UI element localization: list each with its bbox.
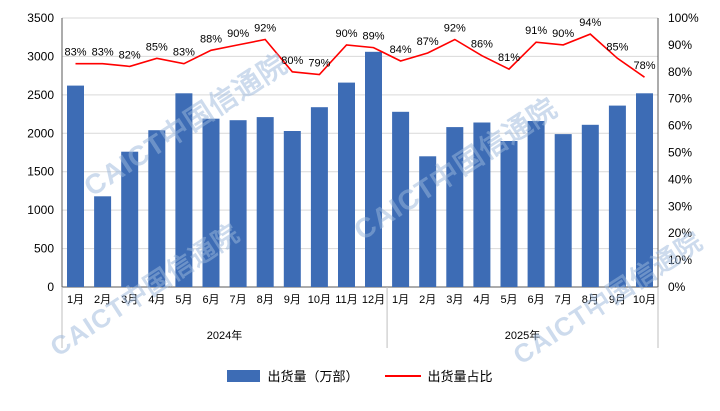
svg-text:90%: 90% [335, 28, 357, 40]
svg-text:80%: 80% [668, 65, 692, 79]
svg-text:10月: 10月 [633, 294, 656, 306]
svg-text:83%: 83% [64, 47, 86, 59]
svg-text:60%: 60% [668, 119, 692, 133]
month-labels: 1月 2月 3月 4月 5月 6月 7月 8月 9月 10月 11月 12月 1月 2月 3月 4月 5月 6月 7… [67, 294, 656, 306]
svg-text:10%: 10% [668, 253, 692, 267]
svg-text:80%: 80% [281, 55, 303, 67]
svg-text:3500: 3500 [27, 11, 54, 25]
svg-text:7月: 7月 [555, 294, 572, 306]
svg-text:40%: 40% [668, 172, 692, 186]
svg-text:2025年: 2025年 [505, 328, 540, 342]
year-separators [61, 287, 659, 348]
svg-text:85%: 85% [606, 41, 628, 53]
svg-text:500: 500 [34, 242, 54, 256]
svg-text:87%: 87% [417, 36, 439, 48]
svg-text:5月: 5月 [175, 294, 192, 306]
svg-text:9月: 9月 [609, 294, 626, 306]
legend-bar-label: 出货量（万部） [267, 369, 359, 384]
svg-text:2500: 2500 [27, 88, 54, 102]
right-axis-labels: 0% 10% 20% 30% 40% 50% 60% 70% 80% 90% 100% [668, 11, 699, 294]
legend-line-label: 出货量占比 [427, 369, 493, 384]
svg-text:3000: 3000 [27, 49, 54, 63]
svg-text:90%: 90% [227, 28, 249, 40]
svg-text:5月: 5月 [500, 294, 517, 306]
share-line [75, 33, 645, 78]
svg-text:82%: 82% [119, 49, 141, 61]
svg-text:6月: 6月 [202, 294, 219, 306]
left-axis-labels: 0 500 1000 1500 2000 2500 3000 3500 [27, 11, 54, 294]
share-data-labels: 83% 83% 82% 85% 83% 88% 90% 92% 80% 79% 90% 89% 84% 8… [64, 17, 655, 72]
svg-text:20%: 20% [668, 226, 692, 240]
svg-text:30%: 30% [668, 199, 692, 213]
svg-text:1月: 1月 [67, 294, 84, 306]
svg-text:1500: 1500 [27, 165, 54, 179]
svg-text:86%: 86% [471, 39, 493, 51]
legend: 出货量（万部） 出货量占比 [0, 366, 720, 385]
svg-text:2024年: 2024年 [207, 328, 242, 342]
svg-text:90%: 90% [552, 28, 574, 40]
svg-text:100%: 100% [668, 11, 699, 25]
svg-text:94%: 94% [579, 17, 601, 29]
svg-text:70%: 70% [668, 92, 692, 106]
svg-text:50%: 50% [668, 146, 692, 160]
svg-text:1000: 1000 [27, 203, 54, 217]
svg-text:8月: 8月 [582, 294, 599, 306]
year-labels: 2024年 2025年 [207, 328, 540, 342]
svg-text:2月: 2月 [419, 294, 436, 306]
svg-text:2000: 2000 [27, 126, 54, 140]
svg-text:7月: 7月 [230, 294, 247, 306]
svg-text:3月: 3月 [446, 294, 463, 306]
svg-text:0%: 0% [668, 280, 686, 294]
svg-text:1月: 1月 [392, 294, 409, 306]
svg-text:10月: 10月 [308, 294, 331, 306]
svg-text:4月: 4月 [148, 294, 165, 306]
legend-bar-swatch [227, 369, 261, 382]
svg-text:83%: 83% [92, 47, 114, 59]
svg-text:89%: 89% [362, 31, 384, 43]
svg-text:90%: 90% [668, 38, 692, 52]
bars-series [67, 51, 653, 287]
svg-text:81%: 81% [498, 52, 520, 64]
svg-text:4月: 4月 [473, 294, 490, 306]
svg-text:9月: 9月 [284, 294, 301, 306]
svg-text:84%: 84% [390, 44, 412, 56]
svg-text:6月: 6月 [528, 294, 545, 306]
svg-text:92%: 92% [444, 23, 466, 35]
svg-text:83%: 83% [173, 47, 195, 59]
legend-line-swatch [384, 374, 421, 377]
svg-text:11月: 11月 [335, 294, 357, 306]
svg-text:79%: 79% [308, 58, 330, 70]
svg-text:3月: 3月 [121, 294, 138, 306]
svg-text:85%: 85% [146, 41, 168, 53]
svg-text:8月: 8月 [257, 294, 274, 306]
svg-text:0: 0 [47, 280, 54, 294]
svg-text:92%: 92% [254, 23, 276, 35]
svg-text:78%: 78% [633, 60, 655, 72]
svg-text:2月: 2月 [94, 294, 111, 306]
svg-text:91%: 91% [525, 25, 547, 37]
svg-text:88%: 88% [200, 33, 222, 45]
svg-text:12月: 12月 [362, 294, 385, 306]
